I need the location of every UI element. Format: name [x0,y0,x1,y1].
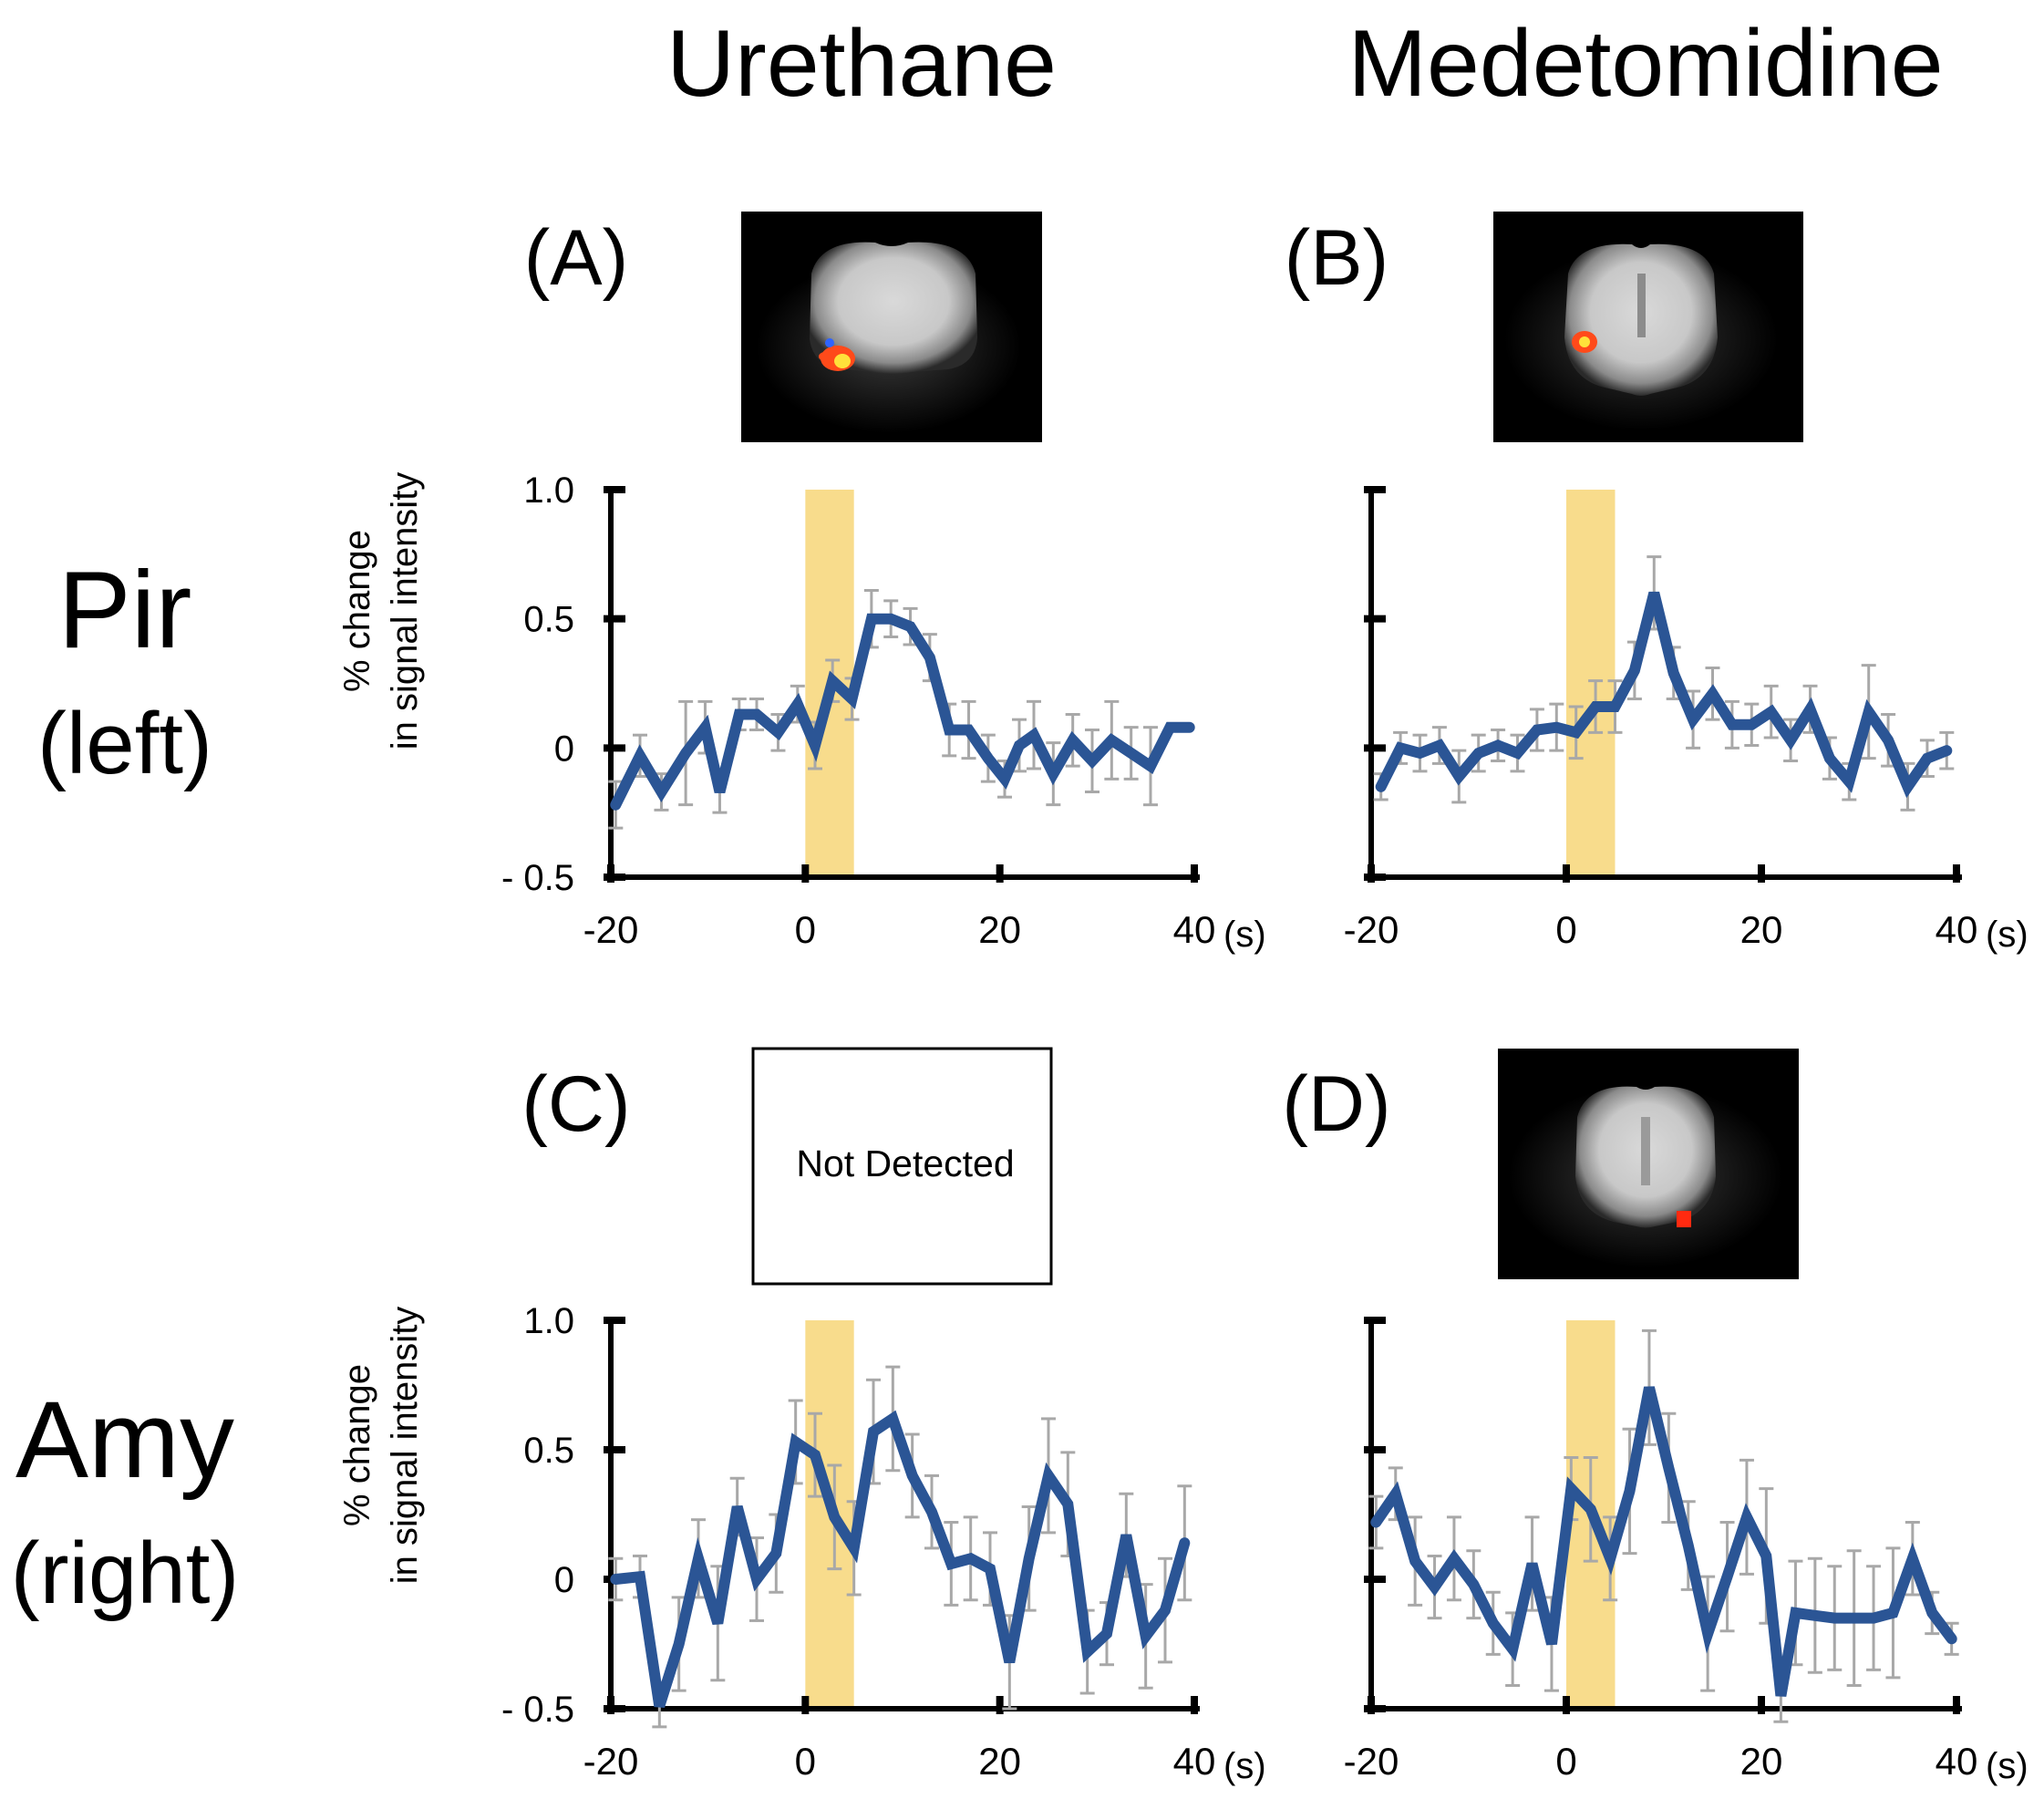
column-header-medetomidine: Medetomidine [1347,11,1943,117]
x-unit-label-c: (s) [1223,1746,1266,1786]
panel-label-a: (A) [524,214,629,302]
y-tick-label-a: 0.5 [523,600,574,640]
y-axis-title-top-line2: in signal intensity [385,472,425,750]
row-label-pir-side: (left) [37,695,212,792]
x-tick-label-c: 40 [1173,1740,1216,1783]
y-tick-label-a: 1.0 [523,470,574,511]
chart-panel-c: 1.0 0.5 0 - 0.5-20 0 20 40 (s) [501,1301,1266,1786]
x-tick-label-a: 0 [795,908,816,951]
chart-panel-d: -20 0 20 40 (s) [1344,1317,2029,1786]
x-tick-label-d: 0 [1555,1740,1576,1783]
x-tick-label-a: 40 [1173,908,1216,951]
x-tick-label-d: 20 [1740,1740,1783,1783]
panel-label-c: (C) [521,1060,630,1148]
brain-image-d [1498,1049,1799,1279]
brain-image-a [741,212,1042,442]
series-line-c [610,1410,1191,1708]
x-tick-label-b: 0 [1555,908,1576,951]
not-detected-box: Not Detected [751,1047,1053,1286]
brain-image-b [1493,212,1803,442]
row-label-amy: Amy [15,1379,234,1501]
y-tick-label-c: 0 [554,1560,574,1600]
x-tick-label-c: 20 [978,1740,1021,1783]
y-tick-label-a: - 0.5 [501,858,574,898]
row-label-pir: Pir [58,549,192,671]
stimulus-band-b [1566,490,1616,877]
activation-blob-a-cold [825,338,834,347]
y-tick-label-c: 0.5 [523,1431,574,1471]
y-axis-title-bottom: % change in signal intensity [337,1307,425,1585]
x-tick-label-c: -20 [583,1740,639,1783]
x-tick-label-c: 0 [795,1740,816,1783]
y-axis-title-bottom-line1: % change [337,1364,377,1526]
activation-blob-d-hot [1677,1211,1691,1227]
activation-blob-a-core [834,354,851,368]
y-axis-title-top: % change in signal intensity [337,472,425,750]
column-header-urethane: Urethane [666,11,1057,117]
x-unit-label-d: (s) [1986,1746,2029,1786]
y-tick-label-c: 1.0 [523,1301,574,1341]
not-detected-text: Not Detected [796,1142,1014,1184]
x-unit-label-a: (s) [1223,915,1266,955]
series-line-b [1375,591,1953,799]
x-tick-label-b: 20 [1740,908,1783,951]
chart-panel-b: -20 0 20 40 (s) [1344,486,2029,955]
x-tick-label-a: -20 [583,908,639,951]
activation-blob-b-core [1579,336,1590,347]
x-tick-label-d: -20 [1344,1740,1399,1783]
y-axis-title-top-line1: % change [337,530,377,692]
x-tick-label-a: 20 [978,908,1021,951]
y-tick-label-a: 0 [554,729,574,769]
x-tick-label-d: 40 [1936,1740,1978,1783]
activation-blob-a-extra [819,352,831,361]
y-axis-title-bottom-line2: in signal intensity [385,1307,425,1585]
panel-label-b: (B) [1285,214,1389,302]
row-label-amy-side: (right) [11,1525,240,1622]
y-tick-label-c: - 0.5 [501,1690,574,1730]
series-line-d [1370,1386,1957,1697]
x-tick-label-b: 40 [1936,908,1978,951]
x-unit-label-b: (s) [1986,915,2029,955]
x-tick-label-b: -20 [1344,908,1399,951]
panel-label-d: (D) [1282,1060,1390,1148]
chart-panel-a: 1.0 0.5 0 - 0.5-20 0 20 40 (s) [501,470,1266,955]
series-line-a [610,613,1195,811]
